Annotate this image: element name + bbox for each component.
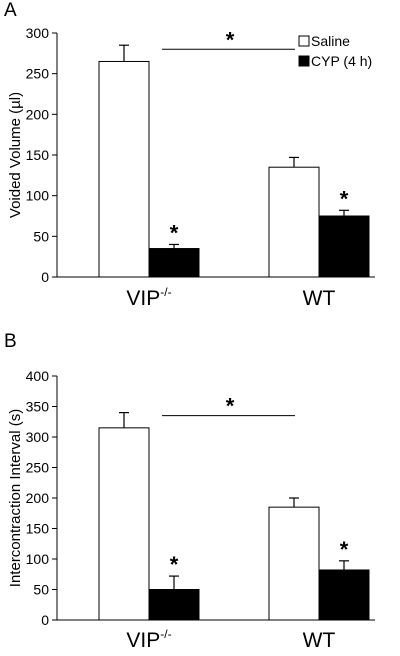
significance-star: * [170,220,179,245]
bar [268,506,320,621]
chart-panel-b: B 0 50 100 150 200 250 300 350 400 Intercontractio… [4,331,375,652]
y-tick-label: 250 [26,66,50,82]
y-tick-label: 300 [26,25,50,41]
significance-star: * [170,552,179,577]
y-tick-label: 200 [26,490,50,506]
y-tick-label: 150 [26,521,50,537]
bar [318,215,370,278]
comparison-star: * [226,394,235,419]
y-tick-label: 150 [26,147,50,163]
bar [268,166,320,278]
y-tick-label: 350 [26,399,50,415]
y-tick-label: 100 [26,551,50,567]
panel-label: A [4,0,17,21]
y-tick-label: 100 [26,188,50,204]
x-category-label: WT [303,287,336,310]
y-tick-label: 200 [26,106,50,122]
significance-star: * [340,186,349,211]
legend: Saline CYP (4 h) [298,33,372,69]
y-tick-label: 400 [26,368,50,384]
chart-panel-a: A 0 50 100 150 200 250 300 Voided Volume (µl) * * *… [4,0,375,310]
legend-label: Saline [311,33,350,49]
legend-swatch [298,55,310,67]
bar [98,427,150,621]
x-category-label: VIP-/- [126,627,171,652]
y-tick-label: 50 [33,228,49,244]
comparison-star: * [226,27,235,52]
y-tick-label: 300 [26,429,50,445]
x-category-label: VIP-/- [126,285,171,310]
y-axis-label: Intercontraction Interval (s) [7,409,24,587]
legend-swatch [298,35,310,47]
bar [148,248,200,278]
y-tick-label: 0 [41,269,49,285]
y-tick-label: 250 [26,460,50,476]
significance-star: * [340,537,349,562]
legend-label: CYP (4 h) [311,53,372,69]
x-category-label: WT [303,629,336,652]
y-axis-label: Voided Volume (µl) [7,92,24,218]
bar [98,60,150,278]
bar [148,589,200,621]
panel-label: B [4,331,17,352]
bar [318,569,370,621]
y-tick-label: 50 [33,582,49,598]
y-tick-label: 0 [41,612,49,628]
